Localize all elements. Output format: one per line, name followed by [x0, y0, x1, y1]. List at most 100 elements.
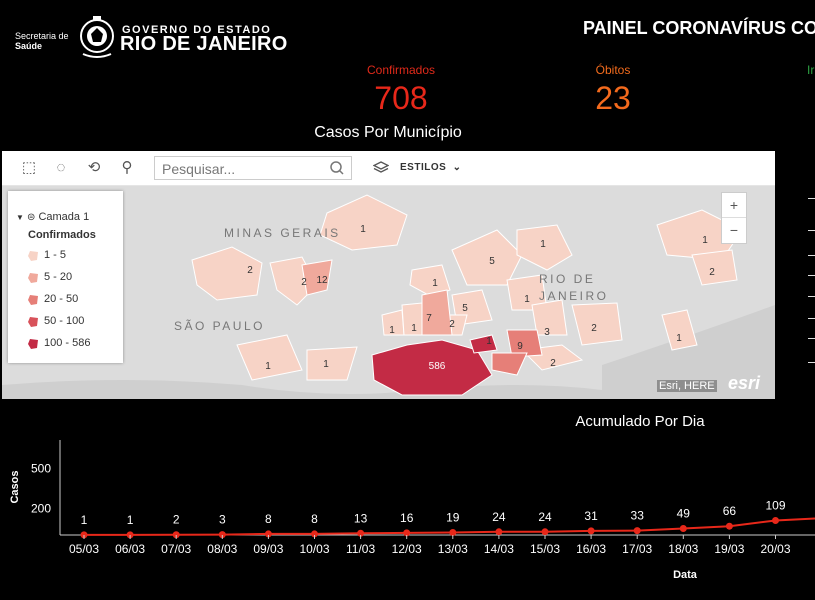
- count-label: 2: [449, 319, 455, 330]
- count-label: 1: [360, 224, 366, 235]
- data-label: 16: [400, 511, 414, 525]
- data-point[interactable]: [357, 529, 365, 537]
- data-point[interactable]: [264, 530, 272, 538]
- zoom-out-button[interactable]: −: [729, 222, 739, 238]
- region-label-janeiro: JANEIRO: [539, 289, 609, 303]
- legend-label: 50 - 100: [44, 315, 85, 327]
- legend-label: 1 - 5: [44, 249, 67, 261]
- x-tick-label: 06/03: [115, 542, 145, 556]
- map-legend: ▼ ⊜ Camada 1 Confirmados 1 - 5 5 - 20 20 -…: [8, 191, 123, 363]
- count-label: 12: [316, 275, 328, 286]
- x-tick-label: 12/03: [392, 542, 422, 556]
- data-label: 109: [765, 498, 785, 512]
- confirmados-label: Confirmados: [366, 63, 436, 77]
- circle-select-icon[interactable]: ◌: [56, 159, 66, 176]
- x-tick-label: 10/03: [299, 542, 329, 556]
- region-label-rio-de: RIO DE: [539, 272, 595, 286]
- obitos-value: 23: [595, 80, 631, 116]
- secretaria-line1: Secretaria de: [15, 31, 69, 41]
- data-point[interactable]: [587, 527, 595, 535]
- data-point[interactable]: [679, 524, 687, 532]
- data-point[interactable]: [449, 528, 457, 536]
- clear-selection-icon[interactable]: ⚲: [121, 159, 133, 176]
- region-label-minas-gerais: MINAS GERAIS: [224, 226, 341, 240]
- count-label: 1: [265, 361, 271, 372]
- zoom-in-button[interactable]: +: [722, 193, 746, 218]
- data-label: 49: [677, 506, 691, 520]
- x-tick-label: 18/03: [668, 542, 698, 556]
- municipality-count-labels: 1 2 2 12 1 5 1 1 1 7 2 5 1 3 2 1 9 2 586…: [247, 224, 715, 372]
- legend-label: 100 - 586: [44, 337, 91, 349]
- x-tick-label: 08/03: [207, 542, 237, 556]
- count-label: 1: [702, 235, 708, 246]
- count-label: 3: [544, 327, 550, 338]
- legend-layer-label: Camada 1: [38, 211, 90, 223]
- count-label: 5: [462, 303, 468, 314]
- search-input[interactable]: [160, 158, 329, 180]
- data-label: 8: [265, 512, 272, 526]
- data-point[interactable]: [725, 522, 733, 530]
- legend-swatch: [28, 295, 38, 305]
- region-label-sao-paulo: SÃO PAULO: [174, 319, 265, 333]
- municipality-shapes: [191, 194, 743, 381]
- legend-swatch: [28, 339, 38, 349]
- data-label: 2: [173, 513, 180, 527]
- state-crest-icon: [80, 16, 114, 58]
- data-point[interactable]: [80, 531, 88, 539]
- data-label: 19: [446, 510, 460, 524]
- search-icon[interactable]: [329, 160, 345, 176]
- x-tick-label: 05/03: [69, 542, 99, 556]
- data-point[interactable]: [311, 530, 318, 538]
- legend-swatch: [28, 317, 38, 327]
- data-point[interactable]: [403, 529, 411, 537]
- map-toolbar: ⬚ ◌ ⟲ ⚲ ESTILOS ⌄: [2, 151, 775, 186]
- x-tick-label: 14/03: [484, 542, 514, 556]
- count-label: 586: [429, 361, 446, 372]
- data-point[interactable]: [633, 527, 641, 535]
- collapse-caret-icon[interactable]: ▼: [16, 213, 24, 222]
- data-label: 8: [311, 512, 318, 526]
- legend-swatch: [28, 273, 38, 283]
- count-label: 2: [591, 323, 597, 334]
- esri-logo: esri: [728, 373, 761, 393]
- search-box[interactable]: [154, 156, 352, 180]
- x-tick-label: 13/03: [438, 542, 468, 556]
- data-label: 33: [631, 509, 645, 523]
- x-tick-label: 15/03: [530, 542, 560, 556]
- data-point[interactable]: [541, 528, 549, 536]
- data-point[interactable]: [218, 531, 226, 539]
- zoom-control: + −: [721, 192, 747, 244]
- styles-dropdown[interactable]: ESTILOS ⌄: [400, 162, 461, 173]
- count-label: 7: [426, 313, 432, 324]
- confirmados-value: 708: [374, 80, 428, 116]
- rectangle-select-icon[interactable]: ⬚: [21, 159, 37, 176]
- data-point[interactable]: [495, 528, 503, 536]
- secretaria-saude-logo-text: Secretaria de Saúde: [15, 31, 69, 51]
- map-canvas[interactable]: MINAS GERAIS SÃO PAULO RIO DE JANEIRO 1 …: [2, 185, 775, 399]
- x-tick-label: 17/03: [622, 542, 652, 556]
- data-point[interactable]: [172, 531, 180, 539]
- lasso-select-icon[interactable]: ⟲: [87, 159, 101, 176]
- gov-subtitle: GOVERNO DO ESTADO: [122, 24, 272, 36]
- legend-layer-row[interactable]: ▼ ⊜ Camada 1: [16, 211, 89, 223]
- map-widget[interactable]: ⬚ ◌ ⟲ ⚲ ESTILOS ⌄: [2, 151, 775, 399]
- y-axis-label: Casos: [9, 470, 21, 503]
- data-point[interactable]: [126, 531, 134, 539]
- count-label: 1: [676, 333, 682, 344]
- count-label: 2: [709, 267, 715, 278]
- data-point[interactable]: [772, 516, 779, 524]
- count-label: 1: [524, 294, 530, 305]
- layer-icon: ⊜: [26, 212, 36, 223]
- chevron-down-icon: ⌄: [452, 162, 462, 173]
- x-tick-label: 11/03: [346, 542, 375, 556]
- x-tick-label: 09/03: [253, 542, 283, 556]
- legend-label: 20 - 50: [44, 293, 79, 305]
- data-label: 31: [584, 509, 598, 523]
- cases-line-chart[interactable]: Casos Data 500 200 1 1 2 3 8 8 13 16 19 24 24 31 33 49…: [0, 432, 815, 600]
- count-label: 1: [432, 278, 438, 289]
- count-label: 1: [540, 239, 546, 250]
- secretaria-line2: Saúde: [15, 41, 43, 51]
- layers-icon[interactable]: [373, 160, 389, 176]
- count-label: 1: [323, 359, 329, 370]
- count-label: 1: [486, 336, 492, 347]
